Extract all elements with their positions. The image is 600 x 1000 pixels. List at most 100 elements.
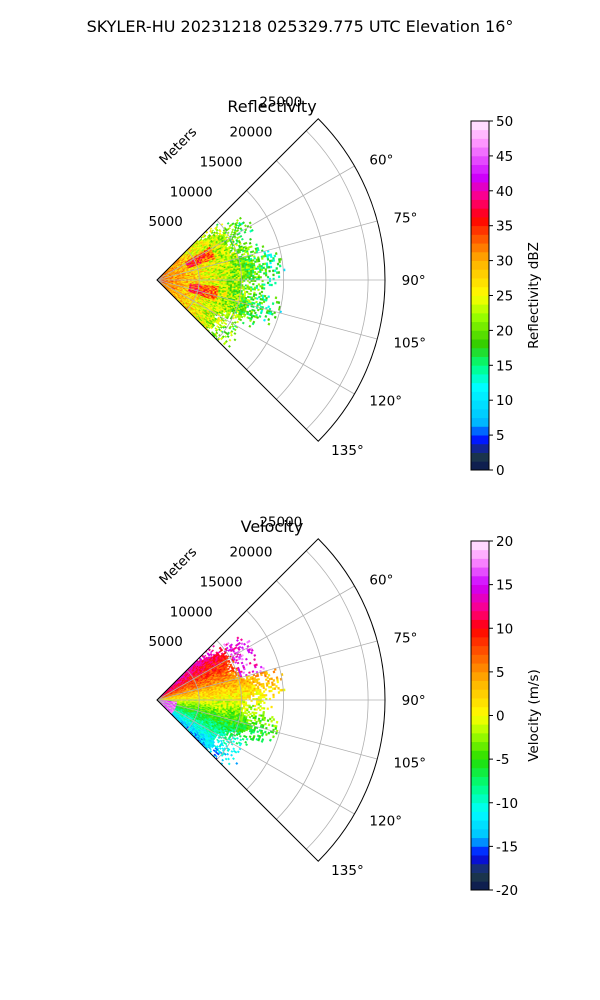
- radar-gate: [270, 312, 274, 316]
- radar-gate: [233, 332, 237, 335]
- radar-gate: [240, 315, 244, 319]
- radar-gate: [258, 303, 261, 306]
- colorbar-segment: [471, 190, 489, 200]
- radar-gate: [272, 273, 275, 277]
- radar-gate: [237, 281, 240, 284]
- colorbar-tick-label: 50: [496, 114, 513, 130]
- radar-gate: [237, 275, 240, 278]
- radar-gate: [273, 269, 277, 272]
- radar-gate: [230, 275, 233, 278]
- radar-gate: [232, 277, 235, 279]
- radar-gate: [253, 288, 256, 291]
- theta-tick-label: 135°: [331, 443, 364, 459]
- radar-gate: [203, 234, 207, 238]
- radar-gate: [256, 308, 260, 312]
- radar-gate: [248, 273, 251, 276]
- radar-gate: [231, 228, 235, 232]
- radar-gate: [252, 283, 255, 286]
- radar-gate: [231, 325, 235, 328]
- radar-gate: [261, 283, 264, 286]
- radar-gate: [259, 285, 262, 288]
- radar-gate: [258, 315, 262, 318]
- radar-gate: [258, 292, 262, 295]
- radar-gate: [255, 286, 258, 289]
- radar-gate: [260, 301, 264, 305]
- radar-gate: [253, 271, 257, 274]
- colorbar-segment: [471, 182, 489, 192]
- theta-tick-label: 60°: [369, 153, 393, 169]
- colorbar-segment: [471, 382, 489, 392]
- colorbar-tick-label: 5: [496, 428, 505, 444]
- radar-gate: [236, 636, 240, 640]
- radar-gate: [243, 275, 246, 278]
- radar-gate: [258, 295, 261, 299]
- colorbar-tick-label: 15: [496, 358, 513, 374]
- range-tick-label: 10000: [170, 184, 213, 200]
- radar-gate: [257, 274, 260, 277]
- radar-gate: [235, 281, 238, 283]
- radar-gate: [260, 290, 264, 294]
- radar-gate: [242, 273, 246, 276]
- radar-gate: [228, 338, 232, 342]
- radar-gate: [255, 276, 259, 279]
- radar-data-field: [156, 216, 286, 348]
- colorbar-segment: [471, 435, 489, 445]
- colorbar-segment: [471, 147, 489, 157]
- radar-gate: [264, 315, 268, 318]
- radar-gate: [269, 265, 273, 269]
- radar-gate: [257, 283, 260, 286]
- radar-gate: [240, 237, 244, 241]
- radar-gate: [215, 223, 219, 227]
- radar-gate: [256, 248, 260, 252]
- colorbar-segment: [471, 260, 489, 270]
- colorbar-tick-label: 35: [496, 219, 513, 235]
- radar-gate: [247, 248, 250, 251]
- radar-gate: [274, 296, 278, 300]
- range-tick-label: 5000: [148, 214, 182, 230]
- radar-gate: [228, 226, 231, 230]
- radar-gate: [244, 276, 248, 279]
- radar-gate: [262, 300, 266, 304]
- colorbar-segment: [471, 251, 489, 261]
- radar-gate: [252, 276, 255, 279]
- radar-gate: [233, 275, 237, 278]
- radar-gate: [242, 221, 246, 225]
- radar-gate: [252, 309, 256, 312]
- radar-gate: [212, 644, 215, 648]
- radar-gate: [252, 274, 255, 277]
- colorbar-segment: [471, 121, 489, 131]
- radar-gate: [262, 266, 265, 270]
- radar-gate: [255, 285, 259, 288]
- radar-gate: [274, 252, 278, 255]
- radar-gate: [259, 276, 262, 279]
- radar-gate: [246, 276, 249, 279]
- radar-gate: [249, 292, 252, 296]
- radar-gate: [251, 288, 255, 291]
- colorbar-tick-label: 25: [496, 289, 513, 305]
- radar-gate: [267, 295, 270, 298]
- radar-gate: [263, 272, 266, 275]
- radar-gate: [266, 281, 270, 285]
- radar-gate: [249, 237, 252, 241]
- radar-gate: [275, 267, 278, 270]
- radar-gate: [278, 264, 282, 268]
- radar-gate: [244, 284, 248, 287]
- radar-gate: [220, 321, 224, 325]
- colorbar-segment: [471, 321, 489, 331]
- radar-gate: [277, 275, 281, 279]
- radar-gate: [251, 250, 255, 253]
- radar-gate: [246, 287, 249, 290]
- theta-tick-label: 120°: [369, 393, 402, 409]
- radar-gate: [209, 227, 213, 231]
- radar-gate: [233, 281, 237, 283]
- radar-gate: [236, 226, 240, 230]
- radar-gate: [250, 274, 253, 277]
- radar-gate: [252, 295, 256, 298]
- radar-gate: [272, 259, 276, 262]
- colorbar-segment: [471, 243, 489, 253]
- radar-gate: [244, 241, 248, 245]
- colorbar-segment: [471, 199, 489, 209]
- radar-gate: [259, 311, 263, 315]
- radar-gate: [242, 252, 246, 256]
- radar-gate: [255, 300, 258, 304]
